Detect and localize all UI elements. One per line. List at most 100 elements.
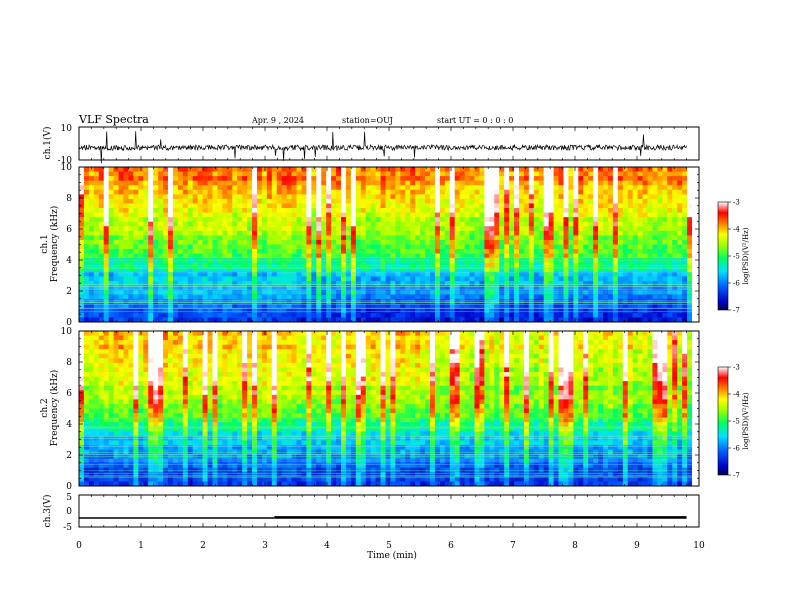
spectrogram-cell: [538, 267, 545, 273]
spectrogram-cell: [163, 294, 169, 300]
spectrogram-cell: [256, 335, 263, 341]
spectrogram-cell: [360, 171, 367, 177]
spectrogram-cell: [687, 230, 692, 236]
spectrogram-cell: [563, 185, 569, 191]
spectrogram-cell: [543, 203, 550, 209]
spectrogram-cell: [242, 267, 248, 273]
spectrogram-cell: [509, 171, 515, 177]
spectrogram-cell: [247, 267, 253, 273]
spectrogram-cell: [83, 235, 90, 241]
spectrogram-cell: [336, 180, 342, 186]
spectrogram-cell: [276, 262, 283, 268]
spectrogram-cell: [247, 171, 253, 177]
spectrogram-cell: [276, 335, 283, 341]
spectrogram-cell: [360, 230, 367, 236]
spectrogram-cell: [316, 180, 322, 186]
spectrogram-cell: [370, 203, 377, 209]
spectrogram-cell: [177, 235, 184, 241]
spectrogram-cell: [429, 249, 436, 255]
spectrogram-cell: [672, 180, 678, 186]
spectrogram-cell: [415, 271, 421, 277]
spectrogram-cell: [118, 239, 124, 245]
spectrogram-cell: [227, 331, 233, 336]
spectrogram-cell: [400, 290, 406, 296]
spectrogram-cell: [202, 185, 208, 191]
spectrogram-cell: [370, 267, 377, 273]
spectrogram-cell: [548, 180, 554, 186]
spectrogram-cell: [607, 244, 614, 250]
spectrogram-cell: [553, 185, 559, 191]
spectrogram-cell: [632, 267, 639, 273]
spectrogram-cell: [133, 344, 139, 350]
spectrogram-cell: [598, 280, 604, 286]
spectrogram-cell: [410, 226, 416, 232]
spectrogram-cell: [563, 244, 569, 250]
spectrogram-cell: [509, 271, 515, 277]
spectrogram-cell: [365, 312, 372, 318]
spectrogram-cell: [93, 312, 100, 318]
spectrogram-cell: [118, 331, 124, 336]
spectrogram-cell: [593, 340, 599, 346]
spectrogram-cell: [108, 226, 114, 232]
spectrogram-cell: [98, 344, 105, 350]
spectrogram-cell: [177, 267, 184, 273]
spectrogram-cell: [494, 249, 500, 255]
spectrogram-cell: [271, 176, 278, 182]
spectrogram-cell: [286, 235, 292, 241]
spectrogram-cell: [548, 344, 554, 350]
spectrogram-cell: [321, 203, 327, 209]
spectrogram-cell: [489, 344, 495, 350]
spectrogram-cell: [103, 290, 110, 296]
spectrogram-cell: [158, 239, 164, 245]
spectrogram-cell: [420, 262, 426, 268]
spectrogram-cell: [326, 280, 332, 286]
spectrogram-cell: [242, 239, 248, 245]
spectrogram-cell: [281, 226, 288, 232]
spectrogram-cell: [647, 331, 653, 336]
spectrogram-cell: [261, 212, 268, 218]
spectrogram-cell: [583, 262, 589, 268]
spectrogram-cell: [365, 335, 372, 341]
spectrogram-cell: [439, 185, 446, 191]
spectrogram-cell: [301, 221, 307, 227]
spectrogram-cell: [163, 171, 169, 177]
spectrogram-cell: [172, 189, 179, 195]
spectrogram-cell: [449, 276, 456, 282]
spectrogram-cell: [479, 198, 485, 204]
spectrogram-cell: [682, 185, 688, 191]
spectrogram-cell: [108, 249, 114, 255]
spectrogram-cell: [375, 340, 381, 346]
spectrogram-cell: [316, 290, 322, 296]
spectrogram-cell: [271, 208, 278, 213]
spectrogram-cell: [79, 308, 85, 314]
spectrogram-cell: [286, 276, 292, 282]
spectrogram-cell: [148, 185, 154, 191]
spectrogram-cell: [647, 262, 653, 268]
spectrogram-cell: [261, 217, 268, 223]
spectrogram-cell: [326, 344, 332, 350]
spectrogram-cell: [306, 312, 312, 318]
spectrogram-cell: [261, 180, 268, 186]
spectrogram-cell: [172, 331, 179, 336]
spectrogram-cell: [113, 340, 119, 346]
spectrogram-cell: [494, 230, 500, 236]
spectrogram-cell: [138, 208, 144, 213]
spectrogram-cell: [499, 239, 505, 245]
spectrogram-cell: [163, 221, 169, 227]
spectrogram-cell: [276, 331, 283, 336]
spectrogram-cell: [222, 185, 228, 191]
spectrogram-cell: [380, 171, 386, 177]
spectrogram-cell: [158, 203, 164, 209]
spectrogram-cell: [256, 303, 263, 309]
spectrogram-cell: [227, 271, 233, 277]
spectrogram-cell: [622, 271, 629, 277]
spectrogram-cell: [523, 194, 530, 200]
spectrogram-cell: [256, 290, 263, 296]
spectrogram-cell: [291, 239, 297, 245]
spectrogram-cell: [434, 267, 441, 273]
spectrogram-cell: [489, 244, 495, 250]
spectrogram-cell: [113, 276, 119, 282]
spectrogram-cell: [113, 176, 119, 182]
spectrogram-cell: [543, 344, 550, 350]
spectrogram-cell: [682, 262, 688, 268]
